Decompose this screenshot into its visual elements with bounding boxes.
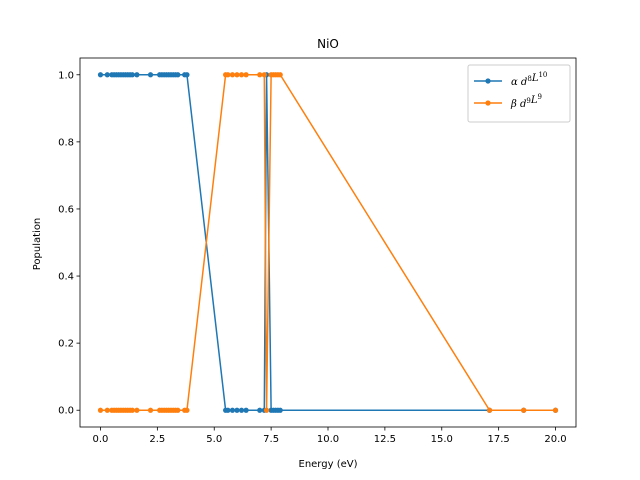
y-tick-label: 0.6: [58, 204, 74, 215]
legend-swatch-marker: [485, 100, 491, 106]
x-tick-label: 2.5: [149, 434, 165, 445]
x-tick-label: 7.5: [263, 434, 279, 445]
x-tick-label: 12.5: [374, 434, 396, 445]
x-tick-label: 15.0: [431, 434, 453, 445]
data-point: [521, 407, 527, 413]
data-point: [234, 72, 240, 78]
data-point: [486, 407, 493, 413]
data-point: [175, 407, 181, 413]
x-axis-ticks: 0.0 2.5 5.0 7.5 10.0 12.5 15.0 17.5 20.0: [93, 427, 567, 445]
data-point: [243, 72, 249, 78]
legend: α d8L10 β d9L9: [467, 64, 571, 123]
series-1: [97, 72, 559, 413]
data-point: [104, 72, 110, 78]
legend-swatch-marker: [485, 78, 491, 84]
y-tick-label: 0.4: [58, 272, 74, 283]
x-tick-label: 10.0: [317, 434, 339, 445]
y-tick-label: 0.2: [58, 339, 74, 350]
x-tick-label: 17.5: [488, 434, 510, 445]
x-tick-label: 0.0: [93, 434, 109, 445]
legend-box: [467, 64, 571, 123]
data-point: [225, 407, 231, 413]
data-point: [104, 407, 110, 413]
data-point: [238, 72, 245, 78]
x-axis-label: Energy (eV): [299, 459, 358, 470]
y-axis-label: Population: [32, 218, 43, 271]
data-point: [243, 407, 249, 413]
data-point: [147, 72, 154, 78]
data-point: [225, 72, 231, 78]
legend-label: α d8L10: [511, 71, 547, 88]
data-point: [175, 72, 181, 78]
legend-item: β d9L9: [474, 93, 542, 110]
legend-label: β d9L9: [510, 93, 542, 110]
data-point: [184, 407, 190, 413]
x-tick-label: 5.0: [206, 434, 222, 445]
data-point: [234, 407, 240, 413]
data-point: [552, 407, 559, 413]
data-point: [257, 407, 263, 413]
data-point: [134, 407, 140, 413]
data-point: [147, 407, 154, 413]
data-point: [277, 407, 283, 413]
data-point: [229, 72, 236, 78]
data-point: [97, 72, 104, 78]
data-point: [129, 407, 135, 413]
data-point: [263, 407, 270, 413]
y-tick-label: 1.0: [58, 70, 74, 81]
data-point: [238, 407, 245, 413]
data-point: [277, 72, 283, 78]
legend-item: α d8L10: [474, 71, 547, 88]
y-tick-label: 0.0: [58, 406, 74, 417]
data-point: [129, 72, 135, 78]
y-tick-label: 0.8: [58, 137, 74, 148]
data-point: [257, 72, 263, 78]
chart-title: NiO: [317, 37, 339, 51]
data-point: [97, 407, 104, 413]
data-point: [184, 72, 190, 78]
x-tick-label: 20.0: [544, 434, 566, 445]
data-point: [261, 72, 267, 78]
y-axis-ticks: 0.0 0.2 0.4 0.6 0.8 1.0: [58, 70, 80, 417]
data-point: [229, 407, 236, 413]
data-point: [134, 72, 140, 78]
